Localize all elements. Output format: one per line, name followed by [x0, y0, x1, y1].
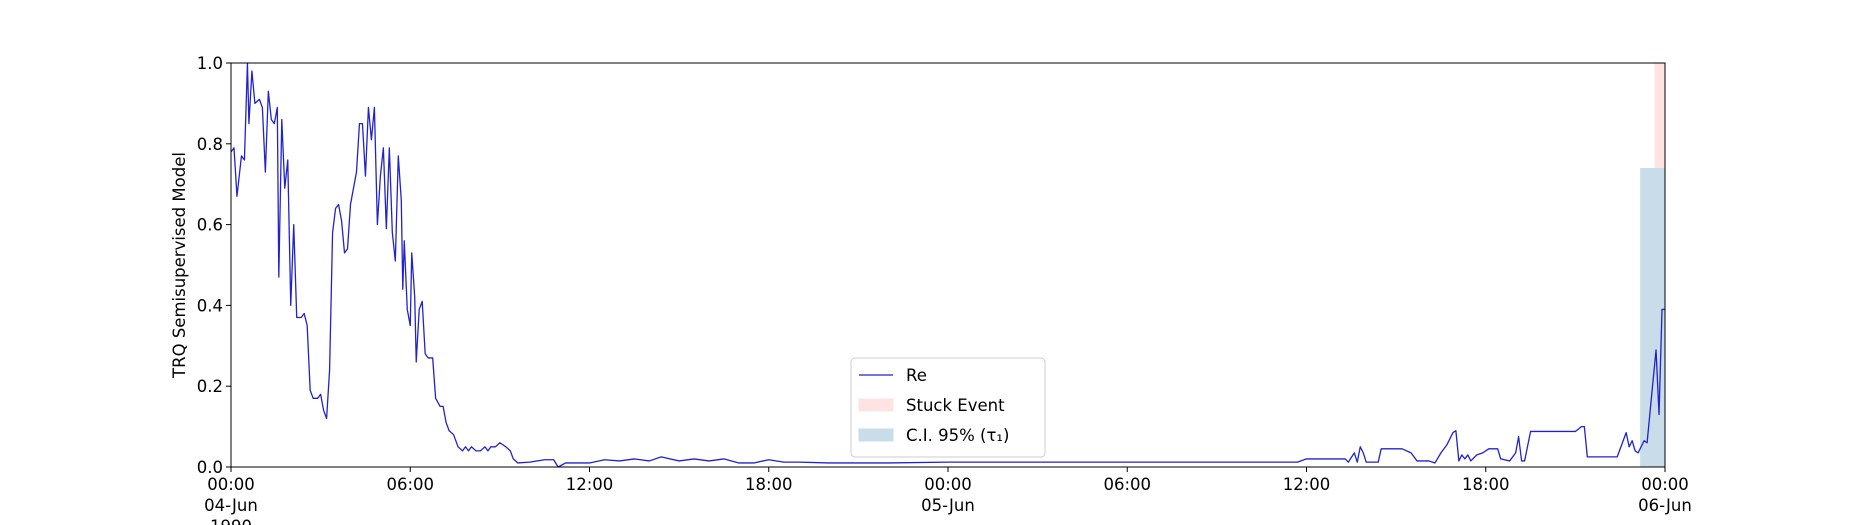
legend: Re Stuck Event C.I. 95% (τ₁): [850, 357, 1046, 458]
legend-patch: [858, 428, 894, 442]
y-tick-label: 0.4: [197, 296, 223, 315]
x-tick-label: 18:00: [744, 475, 793, 494]
y-tick-label: 1.0: [197, 54, 223, 73]
x-tick-label: 12:00: [1282, 475, 1331, 494]
legend-box: [850, 357, 1046, 458]
x-tick-label: 00:00 04-Jun 1990: [204, 475, 258, 525]
x-tick-label: 00:00 05-Jun: [921, 475, 975, 515]
y-tick-label: 0.6: [197, 216, 223, 235]
y-axis-label: TRQ Semisupervised Model: [170, 152, 189, 379]
legend-label: Stuck Event: [906, 396, 1005, 415]
span: [1640, 168, 1665, 468]
y-tick-label: 0.8: [197, 135, 223, 154]
x-tick-label: 06:00: [386, 475, 435, 494]
x-tick-label: 18:00: [1461, 475, 1510, 494]
x-tick-label: 12:00: [565, 475, 614, 494]
x-tick-label: 06:00: [1103, 475, 1152, 494]
line: [230, 62, 1665, 468]
legend-patch: [858, 398, 894, 412]
y-tick-label: 0.0: [197, 458, 223, 477]
legend-label: Re: [906, 366, 927, 385]
legend-label: C.I. 95% (τ₁): [906, 426, 1009, 445]
y-tick-label: 0.2: [197, 377, 223, 396]
x-tick-label: 00:00 06-Jun: [1638, 475, 1692, 515]
